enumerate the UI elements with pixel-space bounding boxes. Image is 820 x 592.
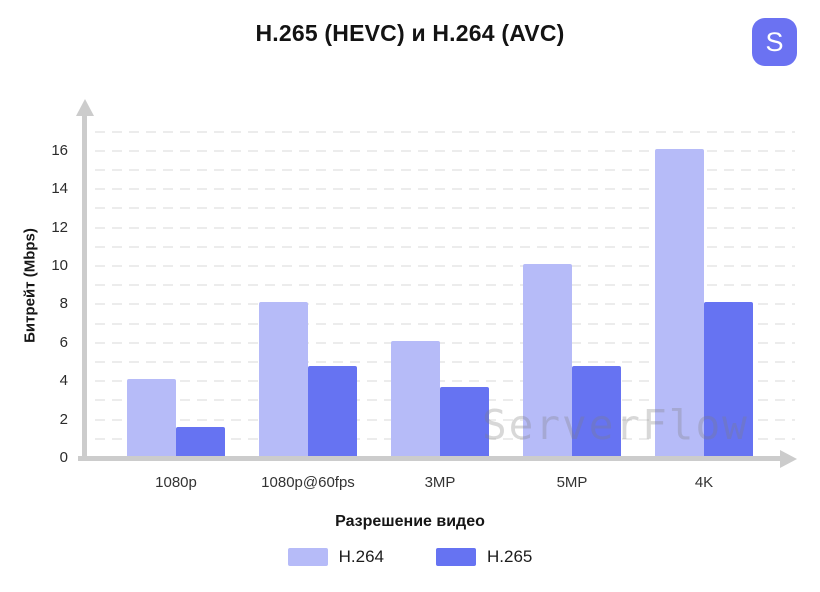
page-title: H.265 (HEVC) и H.264 (AVC) [255,20,565,46]
gridline [95,380,795,383]
legend-label: H.264 [338,547,384,566]
y-tick-label: 12 [51,218,68,236]
bar-H.265-4K [704,302,753,456]
x-axis-title: Разрешение видео [335,513,485,530]
legend-swatch [287,548,328,566]
x-tick-label: 5MP [556,474,588,491]
gridline [95,322,795,325]
x-tick-label: 1080p@60fps [261,474,355,491]
bar-H.265-1080p [176,427,225,456]
bar-H.264-4K [655,148,704,456]
legend-item-H.265: H.265 [436,547,532,567]
gridline [95,341,795,344]
gridline [95,361,795,363]
x-tick-label: 1080p [155,474,197,491]
gridline [95,284,795,287]
y-tick-label: 4 [59,372,68,390]
gridline [95,207,795,210]
bar-H.264-3MP [391,340,440,456]
gridline [95,303,795,306]
gridline [95,130,795,133]
bar-H.264-1080p [127,379,176,456]
y-axis-arrow-icon [76,99,94,116]
y-tick-label: 16 [51,141,68,159]
brand-badge[interactable]: S [752,18,797,66]
y-tick-label: 6 [59,333,68,351]
x-axis-arrow-icon [780,450,797,468]
y-tick-label: 14 [51,180,68,198]
legend-swatch [436,548,476,566]
bar-H.265-3MP [440,386,489,456]
gridline [95,226,795,229]
gridline [95,245,795,248]
bar-H.265-5MP [572,365,621,456]
legend: H.264 H.265 [0,547,820,567]
bar-H.265-1080p@60fps [308,365,357,456]
y-tick-label: 2 [59,410,68,428]
legend-label: H.265 [487,547,533,566]
gridline [95,169,795,171]
x-axis-line [78,456,782,461]
gridline [95,265,795,267]
gridline [95,149,795,152]
y-tick-label: 10 [51,257,68,274]
y-axis-line [82,112,87,461]
x-tick-label: 3MP [424,474,456,491]
y-tick-label: 0 [59,449,68,466]
bar-H.264-1080p@60fps [259,302,308,456]
x-tick-label: 4K [694,474,714,491]
bar-H.264-5MP [523,264,572,456]
y-tick-label: 8 [59,295,68,313]
brand-badge-letter: S [765,26,784,57]
legend-item-H.264: H.264 [287,547,384,567]
gridline [95,188,795,191]
